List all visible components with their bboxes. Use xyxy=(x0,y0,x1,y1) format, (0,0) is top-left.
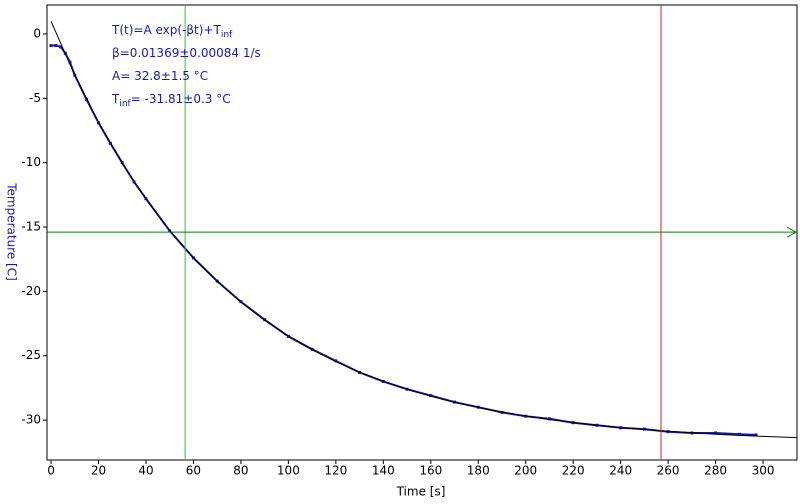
annotation-text: β=0.01369±0.00084 1/s xyxy=(112,46,261,60)
y-tick-label: -30 xyxy=(21,413,41,427)
y-axis-label: Temperature [C] xyxy=(5,182,19,281)
x-tick-label: 160 xyxy=(419,464,442,478)
annotation-subscript: inf xyxy=(221,30,233,40)
x-tick-label: 220 xyxy=(562,464,585,478)
x-tick-label: 60 xyxy=(186,464,201,478)
annotation: T(t)=A exp(-βt)+Tinf xyxy=(111,23,233,40)
data-point xyxy=(49,44,53,48)
y-tick-label: -20 xyxy=(21,284,41,298)
annotation-text: A= 32.8±1.5 °C xyxy=(112,69,208,83)
data-point xyxy=(754,433,758,437)
annotation-text: T xyxy=(111,92,120,106)
y-tick-label: -5 xyxy=(29,91,41,105)
y-tick-label: -10 xyxy=(21,155,41,169)
x-tick-label: 100 xyxy=(277,464,300,478)
annotation: β=0.01369±0.00084 1/s xyxy=(112,46,261,60)
x-tick-label: 300 xyxy=(752,464,775,478)
data-point xyxy=(68,60,72,64)
x-tick-label: 20 xyxy=(91,464,106,478)
annotation-text: = -31.81±0.3 °C xyxy=(131,92,231,106)
annotation: A= 32.8±1.5 °C xyxy=(112,69,208,83)
x-axis-label: Time [s] xyxy=(396,485,446,499)
data-point xyxy=(334,359,338,363)
y-tick-label: 0 xyxy=(33,26,41,40)
data-point xyxy=(547,417,551,421)
x-tick-label: 80 xyxy=(233,464,248,478)
cursor-arrow xyxy=(786,226,798,238)
x-tick-label: 260 xyxy=(657,464,680,478)
x-tick-label: 240 xyxy=(609,464,632,478)
annotation-subscript: inf xyxy=(119,99,131,109)
fit-line xyxy=(50,20,797,439)
x-tick-label: 200 xyxy=(514,464,537,478)
x-tick-label: 0 xyxy=(47,464,55,478)
data-point xyxy=(737,432,741,436)
x-tick-label: 140 xyxy=(372,464,395,478)
data-point xyxy=(54,44,58,48)
y-tick-label: -15 xyxy=(21,220,41,234)
data-point xyxy=(59,45,63,49)
data-point xyxy=(714,431,718,435)
x-tick-label: 280 xyxy=(704,464,727,478)
annotation: Tinf= -31.81±0.3 °C xyxy=(111,92,231,109)
x-tick-label: 180 xyxy=(467,464,490,478)
x-tick-label: 120 xyxy=(324,464,347,478)
x-tick-label: 40 xyxy=(138,464,153,478)
annotation-text: T(t)=A exp(-βt)+T xyxy=(111,23,221,37)
data-point xyxy=(429,394,433,398)
y-tick-label: -25 xyxy=(21,348,41,362)
